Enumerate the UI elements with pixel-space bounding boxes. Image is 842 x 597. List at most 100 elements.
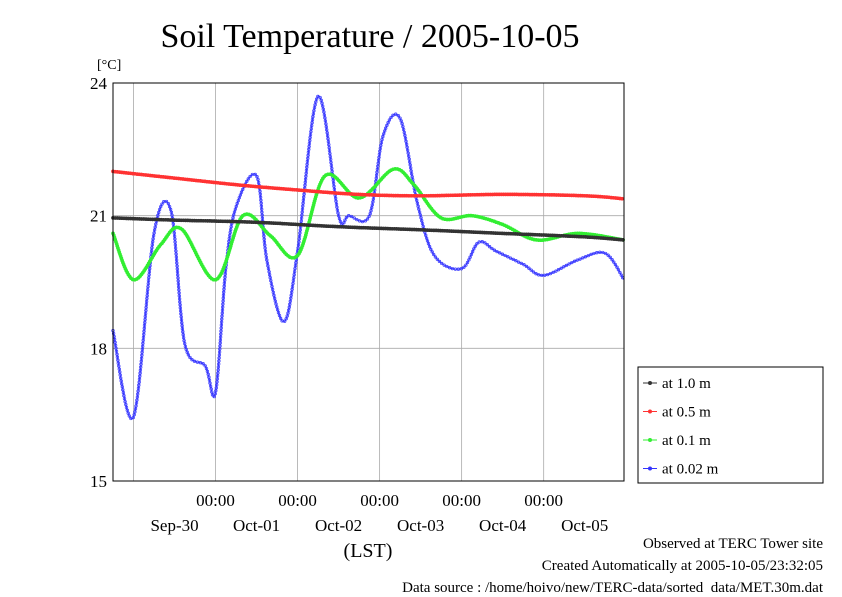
data-point <box>262 234 266 238</box>
data-point <box>405 145 409 149</box>
data-point <box>575 258 579 262</box>
data-point <box>381 135 385 139</box>
data-point <box>146 284 150 289</box>
data-point <box>133 407 138 411</box>
data-point <box>401 124 405 129</box>
data-point <box>178 303 182 307</box>
data-point <box>363 219 367 223</box>
data-point <box>378 146 382 151</box>
data-point <box>176 276 180 280</box>
data-point <box>468 255 472 259</box>
data-point <box>440 261 444 266</box>
data-point <box>297 240 301 244</box>
data-point <box>376 161 380 165</box>
data-point <box>307 144 311 149</box>
data-point <box>188 355 192 360</box>
data-point <box>218 347 222 351</box>
data-point <box>126 411 130 415</box>
data-point <box>296 243 301 247</box>
data-point <box>314 97 319 101</box>
data-point <box>378 149 382 154</box>
data-point <box>220 311 224 315</box>
data-point <box>343 218 347 222</box>
data-point <box>218 344 222 348</box>
data-point <box>260 207 264 211</box>
data-point <box>308 132 313 137</box>
data-point <box>592 251 596 256</box>
plot-frame <box>112 82 625 482</box>
data-point <box>469 252 474 257</box>
data-point <box>289 293 293 298</box>
data-point <box>349 214 354 219</box>
data-point <box>322 110 326 114</box>
data-point <box>419 216 423 220</box>
data-point <box>337 214 341 218</box>
data-point <box>327 148 332 153</box>
data-point <box>215 377 219 381</box>
data-point <box>255 175 259 179</box>
data-point <box>236 198 240 203</box>
data-point <box>383 129 387 133</box>
data-point <box>135 398 139 402</box>
data-point <box>246 177 250 181</box>
data-point <box>548 271 553 276</box>
data-point <box>516 260 521 264</box>
data-point <box>306 150 311 155</box>
legend-label: at 0.02 m <box>662 462 719 478</box>
data-point <box>150 246 154 250</box>
data-point <box>337 217 342 221</box>
data-point <box>332 184 336 188</box>
data-point <box>258 195 263 199</box>
data-point <box>259 204 264 208</box>
data-point <box>326 137 330 141</box>
data-point <box>259 201 263 205</box>
data-point <box>442 263 446 267</box>
data-point <box>308 138 312 143</box>
data-point <box>554 269 558 273</box>
data-point <box>221 302 225 306</box>
series-line <box>112 95 625 420</box>
data-point <box>293 266 297 271</box>
data-point <box>384 126 388 130</box>
x-tick-hour: 00:00 <box>442 491 481 510</box>
x-tick-date: Oct-03 <box>397 516 444 535</box>
data-point <box>223 275 227 279</box>
data-point <box>514 259 518 263</box>
data-point <box>572 259 577 263</box>
data-point <box>152 231 156 235</box>
data-point <box>298 228 302 232</box>
data-point <box>559 266 563 270</box>
data-point <box>500 252 505 256</box>
data-point <box>421 224 425 229</box>
data-point <box>307 141 312 146</box>
data-point <box>132 413 136 417</box>
data-point <box>220 314 224 318</box>
data-point <box>284 317 288 321</box>
data-point <box>402 130 406 135</box>
data-point <box>330 169 334 174</box>
data-point <box>306 156 310 161</box>
data-point <box>357 219 362 223</box>
data-point <box>141 344 145 349</box>
series-at-0-5-m <box>111 169 625 201</box>
series-at-1-0-m <box>111 216 625 242</box>
data-point <box>417 207 421 211</box>
data-point <box>376 164 380 168</box>
data-point <box>269 278 273 283</box>
x-tick-hour: 00:00 <box>196 491 235 510</box>
data-point <box>519 261 523 266</box>
data-point <box>146 281 150 286</box>
data-point <box>382 132 386 136</box>
data-point <box>334 199 338 203</box>
data-point <box>241 187 245 192</box>
data-point <box>304 171 308 175</box>
data-point <box>171 222 175 226</box>
y-tick-label: 21 <box>90 207 107 226</box>
data-point <box>424 236 429 240</box>
data-point <box>312 109 316 113</box>
data-point <box>237 196 241 200</box>
data-point <box>113 340 117 345</box>
data-point <box>570 260 574 265</box>
data-point <box>426 242 431 246</box>
data-point <box>214 386 218 390</box>
